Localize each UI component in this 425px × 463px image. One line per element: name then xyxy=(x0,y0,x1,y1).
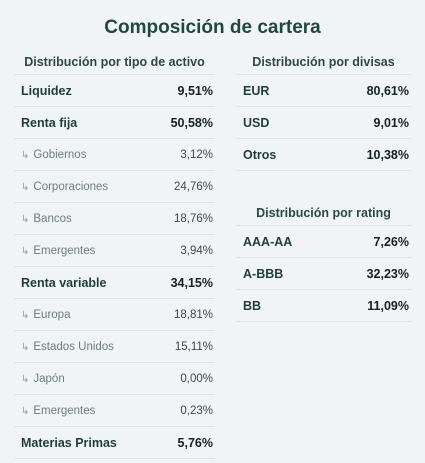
return-arrow-icon: ↳ xyxy=(21,213,30,225)
rating-row: A-BBB 32,23% xyxy=(236,258,411,290)
asset-type-value: 18,76% xyxy=(173,212,213,225)
asset-type-label-text: Bancos xyxy=(33,212,72,225)
asset-type-label-text: Estados Unidos xyxy=(33,340,114,353)
asset-type-row: ↳ Corporaciones 24,76% xyxy=(14,171,215,203)
return-arrow-icon: ↳ xyxy=(21,245,30,257)
asset-type-label-text: Materias Primas xyxy=(21,435,117,450)
rating-value: 32,23% xyxy=(366,266,409,281)
asset-type-label: Liquidez xyxy=(21,84,72,98)
asset-type-label: ↳ Gobiernos xyxy=(21,149,86,161)
asset-type-label-text: Europa xyxy=(33,308,71,321)
currency-label-text: USD xyxy=(243,115,270,130)
asset-type-row: ↳ Emergentes 3,94% xyxy=(14,235,215,267)
asset-type-value: 5,76% xyxy=(177,435,213,450)
distribution-tables: Distribución por divisas EUR 80,61% USD 9,0… xyxy=(236,50,411,322)
asset-type-value: 24,76% xyxy=(173,180,213,193)
asset-type-rows: Liquidez 9,51% Renta fija 50,58% ↳ Gobiernos 3… xyxy=(14,75,215,459)
asset-type-label-text: Emergentes xyxy=(33,244,96,257)
asset-type-heading: Distribución por tipo de activo xyxy=(14,50,215,75)
rating-heading: Distribución por rating xyxy=(236,201,411,226)
asset-type-value: 3,12% xyxy=(180,148,213,161)
currency-heading: Distribución por divisas xyxy=(236,50,411,75)
asset-type-label: ↳ Japón xyxy=(21,373,65,385)
asset-type-label-text: Gobiernos xyxy=(33,148,87,161)
rating-row: BB 11,09% xyxy=(236,290,411,322)
asset-type-row: ↳ Bancos 18,76% xyxy=(14,203,215,235)
asset-type-value: 9,51% xyxy=(177,83,213,98)
rating-label: A-BBB xyxy=(243,267,283,281)
asset-type-label: Renta fija xyxy=(21,116,77,130)
return-arrow-icon: ↳ xyxy=(21,149,30,161)
asset-type-label: ↳ Bancos xyxy=(21,213,72,225)
asset-type-label-text: Renta variable xyxy=(21,275,107,290)
rating-row: AAA-AA 7,26% xyxy=(236,226,411,258)
asset-type-label-text: Renta fija xyxy=(21,115,78,130)
asset-type-row: ↳ Emergentes 0,23% xyxy=(14,395,215,427)
return-arrow-icon: ↳ xyxy=(21,405,30,417)
currency-label-text: EUR xyxy=(243,83,270,98)
asset-type-row: ↳ Estados Unidos 15,11% xyxy=(14,331,215,363)
asset-type-label: ↳ Corporaciones xyxy=(21,181,108,193)
currency-label-text: Otros xyxy=(243,147,277,162)
asset-type-value: 0,00% xyxy=(180,372,213,385)
asset-type-table: Distribución por tipo de activo Liquidez… xyxy=(14,50,215,459)
asset-type-row: ↳ Gobiernos 3,12% xyxy=(14,139,215,171)
currency-row: USD 9,01% xyxy=(236,107,411,139)
return-arrow-icon: ↳ xyxy=(21,309,30,321)
currency-label: Otros xyxy=(243,148,276,162)
asset-type-label-text: Emergentes xyxy=(33,404,96,417)
rating-label: BB xyxy=(243,299,261,313)
asset-type-value: 3,94% xyxy=(180,244,213,257)
currency-row: EUR 80,61% xyxy=(236,75,411,107)
rating-label-text: AAA-AA xyxy=(243,234,293,249)
currency-value: 9,01% xyxy=(373,115,409,130)
return-arrow-icon: ↳ xyxy=(21,373,30,385)
asset-type-label: ↳ Europa xyxy=(21,309,70,321)
asset-type-value: 50,58% xyxy=(170,115,213,130)
rating-label-text: BB xyxy=(243,298,262,313)
asset-type-row: Renta fija 50,58% xyxy=(14,107,215,139)
asset-type-label: ↳ Emergentes xyxy=(21,245,95,257)
rating-rows: AAA-AA 7,26% A-BBB 32,23% BB 11,09% xyxy=(236,226,411,322)
return-arrow-icon: ↳ xyxy=(21,181,30,193)
asset-type-row: Liquidez 9,51% xyxy=(14,75,215,107)
asset-type-row: ↳ Japón 0,00% xyxy=(14,363,215,395)
asset-type-label-text: Japón xyxy=(33,372,65,385)
currency-label: USD xyxy=(243,116,269,130)
currency-label: EUR xyxy=(243,84,269,98)
asset-type-row: ↳ Europa 18,81% xyxy=(14,299,215,331)
asset-type-label: Renta variable xyxy=(21,276,106,290)
asset-type-label: ↳ Estados Unidos xyxy=(21,341,114,353)
rating-value: 7,26% xyxy=(373,234,409,249)
asset-type-label: Materias Primas xyxy=(21,436,117,450)
rating-value: 11,09% xyxy=(367,298,409,313)
asset-type-label-text: Corporaciones xyxy=(33,180,109,193)
return-arrow-icon: ↳ xyxy=(21,341,30,353)
asset-type-value: 18,81% xyxy=(173,308,213,321)
asset-type-value: 0,23% xyxy=(180,404,213,417)
rating-label: AAA-AA xyxy=(243,235,292,249)
page-title: Composición de cartera xyxy=(104,17,321,38)
section-spacer xyxy=(236,171,411,201)
asset-type-label-text: Liquidez xyxy=(21,83,72,98)
currency-row: Otros 10,38% xyxy=(236,139,411,171)
currency-rows: EUR 80,61% USD 9,01% Otros 10,38% xyxy=(236,75,411,171)
currency-value: 10,38% xyxy=(366,147,409,162)
asset-type-value: 15,11% xyxy=(174,340,213,353)
rating-label-text: A-BBB xyxy=(243,266,284,281)
asset-type-row: Materias Primas 5,76% xyxy=(14,427,215,459)
asset-type-label: ↳ Emergentes xyxy=(21,405,95,417)
currency-value: 80,61% xyxy=(366,83,409,98)
asset-type-row: Renta variable 34,15% xyxy=(14,267,215,299)
asset-type-value: 34,15% xyxy=(170,275,213,290)
